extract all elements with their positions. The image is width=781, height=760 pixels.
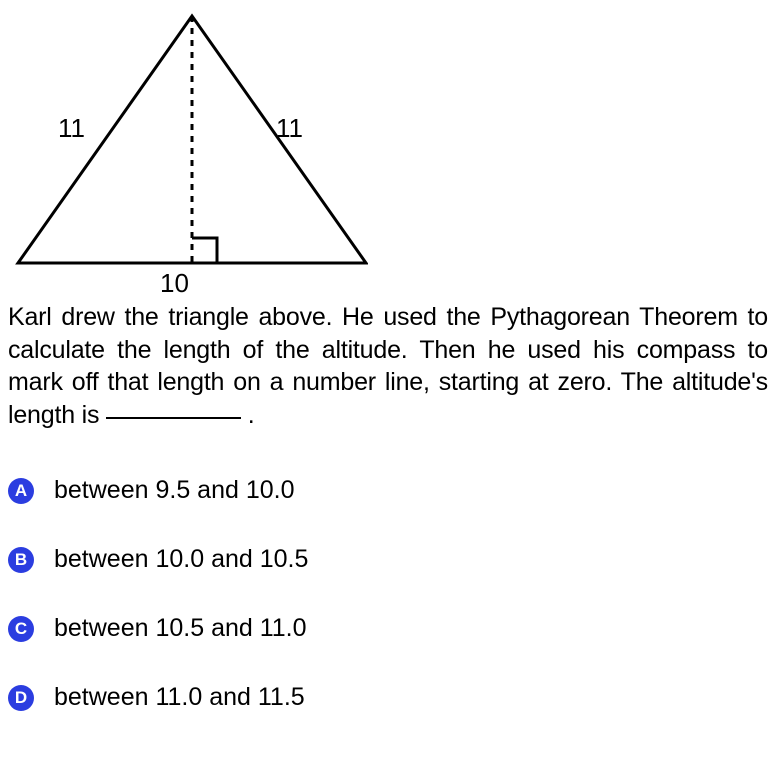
option-d-text: between 11.0 and 11.5 (54, 683, 305, 712)
question-end: . (241, 401, 255, 429)
question-text: Karl drew the triangle above. He used th… (8, 301, 768, 431)
option-b-circle: B (8, 547, 34, 573)
answer-options: A between 9.5 and 10.0 B between 10.0 an… (8, 476, 773, 712)
fill-in-blank (106, 417, 241, 419)
base-label: 10 (160, 268, 189, 299)
right-angle-mark (192, 238, 217, 263)
option-d-circle: D (8, 685, 34, 711)
triangle-diagram: 11 11 10 (8, 8, 368, 298)
option-a[interactable]: A between 9.5 and 10.0 (8, 476, 773, 505)
option-b-text: between 10.0 and 10.5 (54, 545, 308, 574)
option-a-circle: A (8, 478, 34, 504)
question-body: Karl drew the triangle above. He used th… (8, 303, 768, 429)
right-side-label: 11 (276, 113, 303, 144)
option-c-text: between 10.5 and 11.0 (54, 614, 307, 643)
option-b[interactable]: B between 10.0 and 10.5 (8, 545, 773, 574)
option-a-text: between 9.5 and 10.0 (54, 476, 294, 505)
option-c-circle: C (8, 616, 34, 642)
left-side-label: 11 (58, 113, 85, 144)
option-d[interactable]: D between 11.0 and 11.5 (8, 683, 773, 712)
triangle-svg (8, 8, 368, 298)
option-c[interactable]: C between 10.5 and 11.0 (8, 614, 773, 643)
